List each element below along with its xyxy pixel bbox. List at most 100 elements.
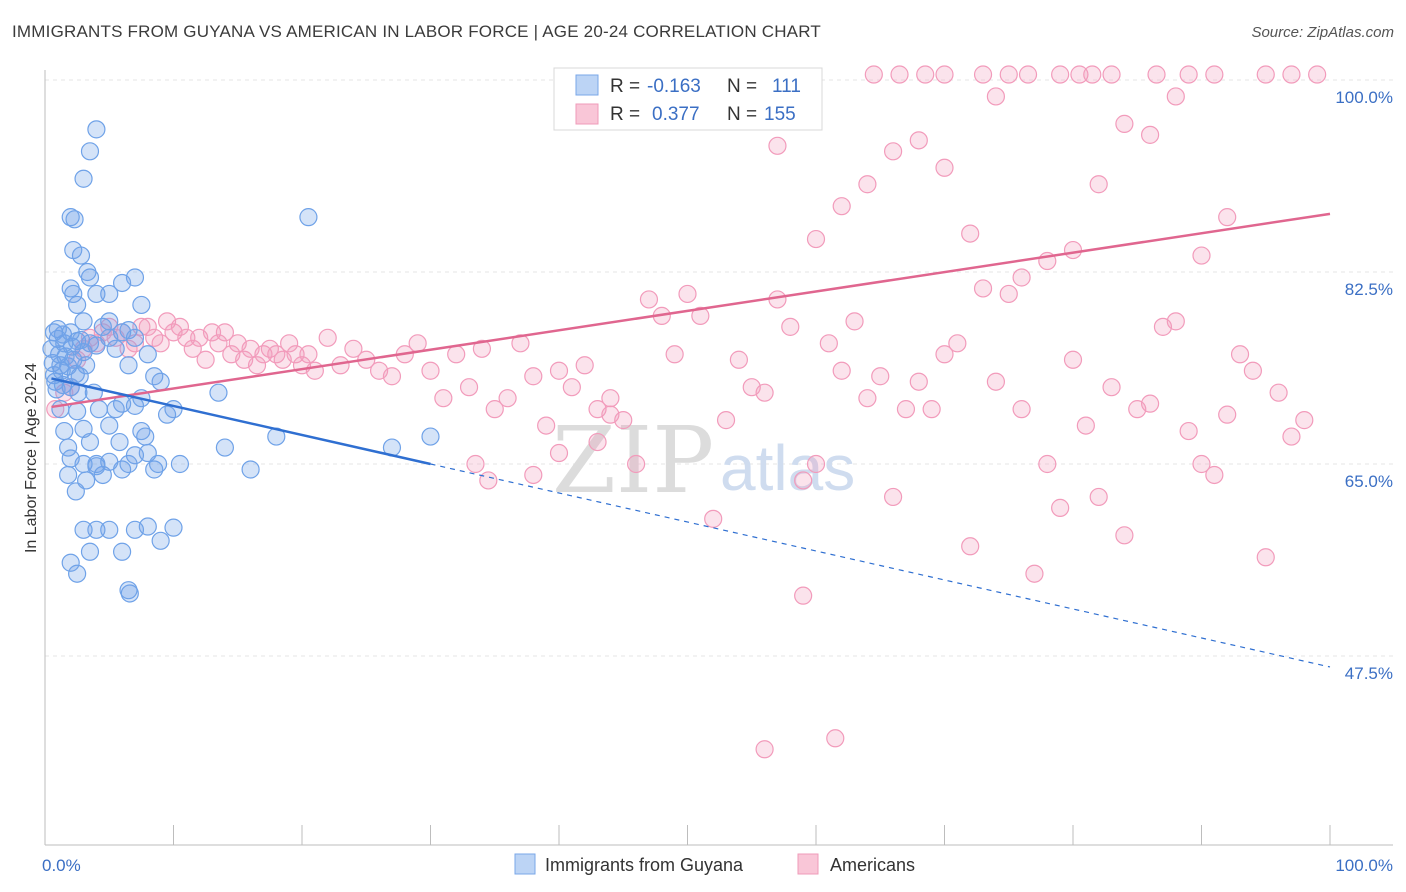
- guyana-point-75: [100, 284, 119, 304]
- americans-point-86: [896, 400, 916, 419]
- americans-point-70: [691, 306, 710, 325]
- chart-title: IMMIGRANTS FROM GUYANA VS AMERICAN IN LA…: [12, 22, 821, 41]
- guyana-point-107: [157, 405, 177, 424]
- americans-point-83: [858, 389, 877, 408]
- americans-point-31: [247, 356, 267, 375]
- americans-point-110: [1205, 465, 1224, 485]
- americans-point-65: [626, 454, 646, 474]
- guyana-point-104: [110, 432, 129, 452]
- guyana-point-87: [100, 312, 119, 331]
- americans-point-21: [183, 339, 202, 358]
- americans-point-89: [935, 345, 954, 364]
- guyana-point-34: [51, 400, 70, 419]
- legend-swatch-americans: [575, 103, 599, 125]
- series-guyana-points: [42, 120, 440, 603]
- americans-point-60: [562, 378, 581, 397]
- americans-point-109: [1192, 454, 1211, 474]
- guyana-trend-line-dashed: [430, 463, 1331, 668]
- americans-point-125: [961, 224, 980, 243]
- axes: [44, 70, 1393, 846]
- americans-point-137: [1282, 65, 1301, 84]
- americans-point-94: [999, 284, 1018, 304]
- americans-point-90: [948, 334, 967, 353]
- americans-point-68: [665, 345, 684, 364]
- guyana-point-54: [112, 460, 132, 479]
- americans-point-118: [768, 136, 787, 155]
- guyana-point-57: [68, 564, 87, 583]
- americans-point-79: [806, 454, 826, 474]
- americans-point-111: [1218, 405, 1237, 424]
- americans-point-143: [973, 65, 993, 84]
- americans-point-132: [1140, 125, 1160, 144]
- guyana-point-71: [68, 295, 87, 315]
- americans-point-121: [858, 175, 877, 194]
- americans-point-73: [729, 350, 749, 369]
- y-tick-label-3: 47.5%: [1345, 664, 1393, 683]
- y-tick-label-2: 65.0%: [1345, 472, 1393, 491]
- guyana-point-38: [68, 402, 87, 421]
- americans-point-141: [916, 65, 935, 84]
- americans-point-16: [151, 334, 170, 353]
- watermark-zip: ZIP: [552, 407, 714, 514]
- guyana-point-60: [87, 520, 106, 539]
- americans-point-112: [1230, 345, 1250, 364]
- americans-point-139: [864, 65, 883, 84]
- guyana-point-36: [59, 438, 78, 457]
- americans-point-46: [382, 367, 402, 386]
- guyana-point-40: [80, 432, 100, 452]
- americans-point-152: [1205, 65, 1224, 84]
- guyana-trend-line-solid: [51, 377, 431, 466]
- americans-point-53: [472, 339, 491, 358]
- americans-point-140: [890, 65, 909, 84]
- guyana-point-82: [80, 142, 100, 161]
- americans-point-77: [781, 317, 800, 336]
- americans-point-43: [344, 339, 363, 358]
- americans-point-147: [1070, 65, 1089, 84]
- guyana-point-62: [112, 542, 132, 561]
- americans-point-25: [209, 334, 228, 353]
- guyana-point-55: [125, 446, 145, 465]
- americans-point-69: [678, 284, 697, 304]
- guyana-point-111: [70, 367, 89, 386]
- americans-point-156: [601, 405, 620, 424]
- legend-r-value-guyana: -0.163: [647, 76, 701, 97]
- trend-lines: [51, 212, 1331, 668]
- americans-point-134: [1192, 246, 1211, 265]
- americans-point-36: [280, 334, 299, 353]
- americans-point-149: [1102, 65, 1121, 84]
- americans-point-55: [498, 389, 517, 408]
- watermark-atlas: atlas: [720, 432, 855, 504]
- americans-point-48: [408, 334, 427, 353]
- americans-point-61: [575, 356, 594, 375]
- guyana-point-70: [64, 284, 83, 304]
- americans-point-113: [1243, 361, 1263, 380]
- americans-point-41: [318, 328, 337, 347]
- guyana-point-43: [100, 416, 119, 435]
- guyana-point-91: [145, 367, 164, 386]
- americans-point-103: [1115, 526, 1134, 545]
- guyana-point-88: [138, 345, 157, 364]
- legend-n-label-guyana: N =: [727, 76, 757, 97]
- americans-point-157: [588, 432, 607, 452]
- guyana-point-100: [421, 427, 440, 446]
- guyana-point-78: [132, 295, 151, 315]
- americans-trend-line: [51, 212, 1331, 409]
- americans-point-144: [999, 65, 1018, 84]
- guyana-point-33: [125, 328, 145, 347]
- americans-point-57: [524, 367, 543, 386]
- guyana-point-95: [215, 438, 234, 457]
- americans-point-58: [537, 416, 556, 435]
- americans-point-91: [961, 537, 980, 556]
- americans-point-97: [1038, 454, 1057, 474]
- americans-point-52: [459, 378, 479, 397]
- americans-point-127: [1012, 268, 1031, 287]
- americans-point-148: [1083, 65, 1102, 84]
- americans-point-159: [524, 465, 543, 485]
- americans-point-37: [286, 345, 305, 364]
- guyana-point-14: [62, 337, 82, 356]
- americans-point-138: [1308, 65, 1327, 84]
- americans-point-133: [1166, 87, 1185, 106]
- americans-point-105: [1140, 394, 1160, 413]
- bottom-legend-label-americans: Americans: [830, 855, 915, 875]
